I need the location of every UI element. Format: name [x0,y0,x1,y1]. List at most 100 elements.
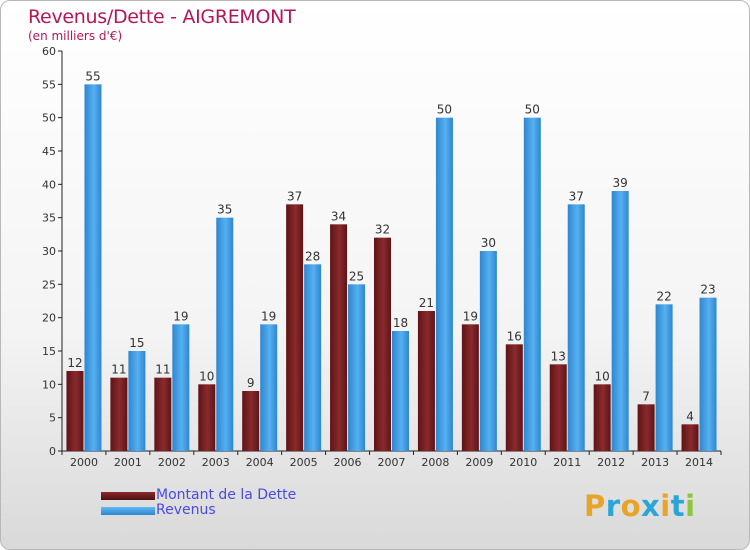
proxiti-logo: Proxiti [584,489,696,523]
bar-dette [330,224,348,451]
data-label-revenus: 37 [569,189,584,203]
y-tick-label: 45 [42,145,56,158]
data-label-revenus: 55 [85,69,100,83]
data-label-dette: 19 [463,309,478,323]
chart-subtitle: (en milliers d'€) [28,29,123,43]
x-tick-label: 2013 [641,456,669,469]
bar-revenus [655,304,673,451]
bar-dette [198,384,216,451]
y-tick-label: 35 [42,212,56,225]
bar-revenus [611,191,629,451]
bar-revenus [699,297,717,451]
data-label-revenus: 35 [217,203,232,217]
bar-revenus [523,117,541,452]
data-label-revenus: 30 [481,236,496,250]
logo-letter: P [584,489,606,523]
y-tick-label: 50 [42,112,56,125]
data-label-dette: 37 [287,189,302,203]
logo-letter: t [670,489,686,523]
data-label-dette: 9 [247,376,255,390]
logo-letter: i [660,489,671,523]
bar-dette [154,377,172,451]
bar-revenus [128,351,146,451]
axes: 0 5 10 15 20 25 30 35 40 45 50 55 60 2000 2001 2002 2003… [42,45,722,469]
x-tick-label: 2008 [421,456,449,469]
bar-revenus [392,331,409,451]
legend-swatch-revenus [101,507,155,515]
data-label-revenus: 22 [656,289,671,303]
data-label-revenus: 39 [613,176,628,190]
logo-letter: o [620,489,642,523]
y-tick-label: 10 [42,378,56,391]
data-labels: 1255111511191035919372834253218215019301… [67,69,715,423]
y-tick-label: 20 [42,312,56,325]
bar-dette [110,377,128,451]
bar-revenus [216,217,234,451]
y-tick-label: 25 [42,278,56,291]
data-label-dette: 7 [642,389,650,403]
x-tick-label: 2009 [465,456,493,469]
logo-letter: x [641,489,661,523]
data-label-dette: 34 [331,209,346,223]
legend-swatch-dette [101,492,155,500]
y-tick-label: 15 [42,345,56,358]
bar-revenus [348,284,366,451]
bar-dette [505,344,523,451]
x-tick-label: 2004 [246,456,274,469]
bar-dette [681,424,699,451]
legend-label-revenus: Revenus [156,502,216,518]
bar-revenus [304,264,322,451]
bar-dette [242,391,260,451]
x-tick-label: 2010 [509,456,537,469]
data-label-revenus: 28 [305,249,320,263]
y-tick-label: 5 [49,412,56,425]
data-label-revenus: 18 [393,316,408,330]
y-tick-label: 60 [42,45,56,58]
data-label-dette: 4 [686,409,694,423]
data-label-revenus: 50 [525,103,540,117]
bar-dette [549,364,567,451]
bar-dette [286,204,304,451]
x-tick-label: 2006 [334,456,362,469]
bar-revenus [172,324,190,451]
data-label-revenus: 15 [129,336,144,350]
logo-letter: r [605,489,621,523]
x-tick-label: 2011 [553,456,581,469]
data-label-revenus: 50 [437,103,452,117]
bar-dette [66,371,84,451]
bar-revenus [435,117,453,452]
data-label-revenus: 19 [173,309,188,323]
x-tick-label: 2002 [158,456,186,469]
data-label-dette: 21 [419,296,434,310]
y-tick-label: 0 [49,445,56,458]
bar-dette [417,311,435,451]
x-tick-label: 2001 [114,456,142,469]
x-tick-label: 2007 [378,456,406,469]
data-label-dette: 16 [507,329,522,343]
logo-letter: i [685,489,696,523]
legend-label-dette: Montant de la Dette [156,487,297,503]
x-tick-label: 2000 [70,456,98,469]
bars [66,84,717,452]
data-label-dette: 32 [375,223,390,237]
data-label-dette: 10 [595,369,610,383]
bar-dette [637,404,655,451]
y-tick-label: 40 [42,178,56,191]
x-tick-label: 2014 [685,456,713,469]
data-label-dette: 12 [67,356,82,370]
data-label-revenus: 25 [349,269,364,283]
x-tick-label: 2003 [202,456,230,469]
x-tick-label: 2005 [290,456,318,469]
chart-title: Revenus/Dette - AIGREMONT [28,6,296,28]
bar-revenus [84,84,102,451]
bar-dette [374,237,391,451]
bar-dette [593,384,611,451]
y-tick-label: 30 [42,245,56,258]
bar-dette [461,324,479,451]
x-tick-label: 2012 [597,456,625,469]
data-label-dette: 13 [551,349,566,363]
y-tick-label: 55 [42,78,56,91]
bar-revenus [479,251,497,451]
